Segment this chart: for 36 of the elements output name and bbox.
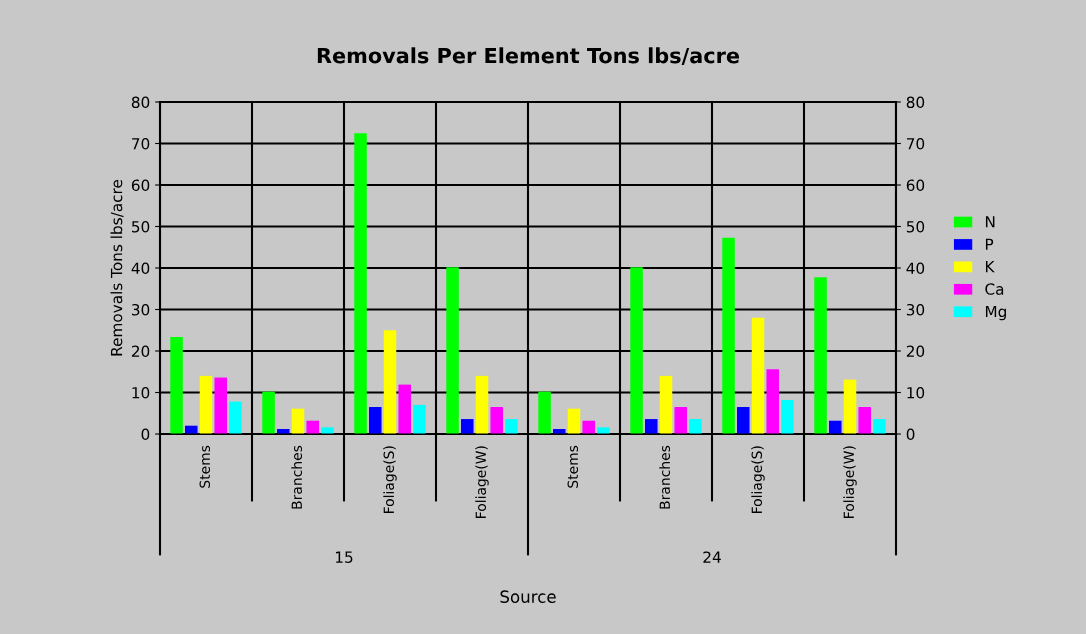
y2-tick-label: 10 bbox=[907, 386, 925, 399]
y-tick-label: 50 bbox=[132, 220, 150, 233]
y2-tick-label: 20 bbox=[906, 345, 925, 358]
y-tick-label: 30 bbox=[132, 303, 150, 316]
y-axis-title: Removals Tons lbs/acre bbox=[110, 179, 124, 356]
legend-label: N bbox=[985, 216, 995, 228]
x-tick-label: Branches bbox=[659, 445, 671, 509]
y-tick-label: 20 bbox=[131, 345, 150, 358]
y-tick-label: 10 bbox=[132, 386, 150, 399]
legend-label: P bbox=[985, 238, 994, 250]
y2-tick-label: 70 bbox=[906, 137, 925, 150]
y2-tick-label: 40 bbox=[906, 262, 925, 275]
y-tick-label: 70 bbox=[132, 137, 150, 150]
y-tick-label: 80 bbox=[131, 96, 150, 109]
x-axis-title: Source bbox=[500, 590, 556, 603]
x-tick-label: Foliage(W) bbox=[843, 446, 857, 518]
x-tick-label: Stems bbox=[567, 445, 579, 488]
text: 15 bbox=[335, 551, 353, 563]
chart-title: Removals Per Element Tons lbs/acre bbox=[317, 47, 740, 66]
x-tick-label: Stems bbox=[199, 445, 211, 488]
legend-label: Ca bbox=[985, 283, 1004, 295]
y2-tick-label: 0 bbox=[906, 428, 915, 441]
y2-tick-label: 50 bbox=[906, 220, 925, 233]
text: 24 bbox=[703, 551, 721, 563]
x-tick-label: Foliage(S) bbox=[751, 446, 765, 513]
legend-label: K bbox=[985, 261, 995, 273]
y2-tick-label: 80 bbox=[906, 96, 925, 109]
y-tick-label: 60 bbox=[131, 179, 150, 192]
y2-tick-label: 60 bbox=[906, 179, 925, 192]
y-tick-label: 40 bbox=[131, 262, 150, 275]
legend-label: Mg bbox=[985, 305, 1006, 321]
x-tick-label: Branches bbox=[291, 445, 303, 509]
y2-tick-label: 30 bbox=[906, 303, 925, 316]
x-tick-label: Foliage(W) bbox=[475, 446, 489, 518]
y-tick-label: 0 bbox=[141, 428, 150, 441]
x-tick-label: Foliage(S) bbox=[383, 446, 397, 513]
